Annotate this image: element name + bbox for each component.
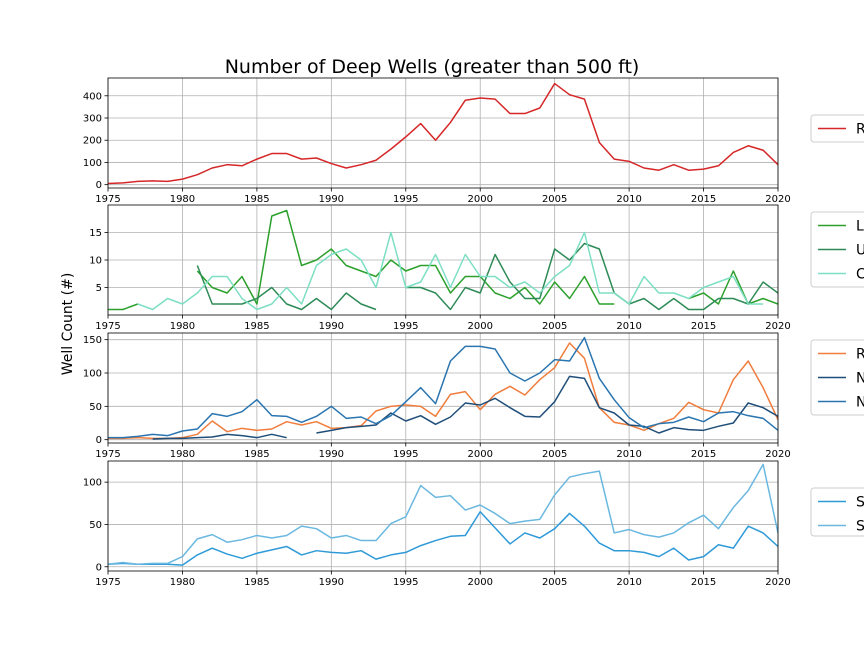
legend-2: LUC — [810, 211, 864, 288]
x-tick-label: 2015 — [691, 449, 716, 460]
y-tick-label: 0 — [96, 435, 102, 446]
chart-panel-4: 1975 1980 1985 1990 1995 2000 2005 2010 2015 2020… — [83, 460, 864, 588]
series-line-2-2 — [196, 242, 778, 311]
axes-frame — [107, 332, 779, 444]
legend-label: C — [856, 267, 864, 283]
axes-frame — [107, 204, 779, 316]
y-axis-label: Well Count (#) — [60, 273, 76, 376]
legend-label: N — [856, 371, 864, 387]
x-tick-label: 1995 — [393, 194, 418, 205]
series-line-1-1 — [108, 82, 778, 185]
x-tick-label: 1975 — [95, 194, 120, 205]
x-tick-label: 2015 — [691, 577, 716, 588]
x-tick-label: 2010 — [616, 194, 641, 205]
x-tick-label: 2005 — [542, 194, 567, 205]
chart-title: Number of Deep Wells (greater than 500 f… — [225, 56, 640, 78]
y-tick-label: 0 — [96, 180, 102, 191]
x-tick-label: 2015 — [691, 321, 716, 332]
x-tick-label: 2020 — [765, 577, 790, 588]
series-line-4-2 — [108, 463, 778, 565]
x-tick-label: 2000 — [467, 449, 492, 460]
x-tick-label: 1985 — [244, 577, 269, 588]
x-tick-label: 2015 — [691, 194, 716, 205]
legend-3: RNN — [810, 339, 864, 416]
y-tick-label: 50 — [89, 520, 102, 531]
x-tick-label: 2010 — [616, 577, 641, 588]
x-tick-label: 2000 — [467, 577, 492, 588]
series-line-2-3 — [137, 231, 764, 311]
x-tick-label: 1975 — [95, 577, 120, 588]
y-tick-label: 100 — [83, 478, 102, 489]
y-tick-label: 300 — [83, 114, 102, 125]
series-line-2-1 — [108, 209, 778, 311]
legend-label: N — [856, 395, 864, 411]
x-tick-label: 1985 — [244, 194, 269, 205]
x-tick-label: 1995 — [393, 577, 418, 588]
axes-frame — [107, 77, 779, 189]
x-tick-label: 1985 — [244, 321, 269, 332]
x-tick-label: 1975 — [95, 321, 120, 332]
legend-1: R — [810, 114, 864, 143]
series-line-4-1 — [108, 511, 778, 566]
y-tick-label: 50 — [89, 402, 102, 413]
x-tick-label: 1980 — [170, 449, 195, 460]
legend-4: SS — [810, 487, 864, 537]
legend-label: R — [856, 122, 864, 138]
x-tick-label: 1990 — [319, 449, 344, 460]
legend-label: S — [856, 495, 864, 511]
x-tick-label: 2020 — [765, 194, 790, 205]
chart-panel-3: 1975 1980 1985 1990 1995 2000 2005 2010 2015 2020… — [83, 332, 864, 460]
legend-label: R — [856, 347, 864, 363]
x-tick-label: 1985 — [244, 449, 269, 460]
x-tick-label: 1980 — [170, 194, 195, 205]
y-tick-label: 0 — [96, 562, 102, 573]
axes-frame — [107, 460, 779, 572]
y-tick-label: 5 — [96, 283, 102, 294]
legend-frame — [810, 487, 864, 537]
x-tick-label: 2010 — [616, 449, 641, 460]
x-tick-label: 2005 — [542, 577, 567, 588]
chart-panels: 1975 1980 1985 1990 1995 2000 2005 2010 2015 2020… — [83, 77, 864, 588]
y-tick-label: 150 — [83, 335, 102, 346]
chart-panel-2: 1975 1980 1985 1990 1995 2000 2005 2010 2015 2020… — [89, 204, 864, 332]
x-tick-label: 1995 — [393, 321, 418, 332]
y-tick-label: 10 — [89, 256, 102, 267]
x-tick-label: 1990 — [319, 577, 344, 588]
series-line-3-3 — [108, 336, 778, 439]
x-tick-label: 1990 — [319, 321, 344, 332]
x-tick-label: 1980 — [170, 321, 195, 332]
y-tick-label: 400 — [83, 91, 102, 102]
x-tick-label: 2020 — [765, 321, 790, 332]
x-tick-label: 1980 — [170, 577, 195, 588]
legend-label: L — [856, 219, 864, 235]
legend-label: S — [856, 519, 864, 535]
x-tick-label: 1990 — [319, 194, 344, 205]
x-tick-label: 2010 — [616, 321, 641, 332]
x-tick-label: 2000 — [467, 321, 492, 332]
y-tick-label: 100 — [83, 369, 102, 380]
legend-label: U — [856, 243, 864, 259]
x-tick-label: 2005 — [542, 321, 567, 332]
y-tick-label: 200 — [83, 136, 102, 147]
y-tick-label: 100 — [83, 158, 102, 169]
series-line-3-1 — [108, 342, 778, 440]
x-tick-label: 2020 — [765, 449, 790, 460]
x-tick-label: 2000 — [467, 194, 492, 205]
chart-panel-1: 1975 1980 1985 1990 1995 2000 2005 2010 2015 2020… — [83, 77, 864, 205]
x-tick-label: 1975 — [95, 449, 120, 460]
x-tick-label: 2005 — [542, 449, 567, 460]
y-tick-label: 15 — [89, 228, 102, 239]
x-tick-label: 1995 — [393, 449, 418, 460]
